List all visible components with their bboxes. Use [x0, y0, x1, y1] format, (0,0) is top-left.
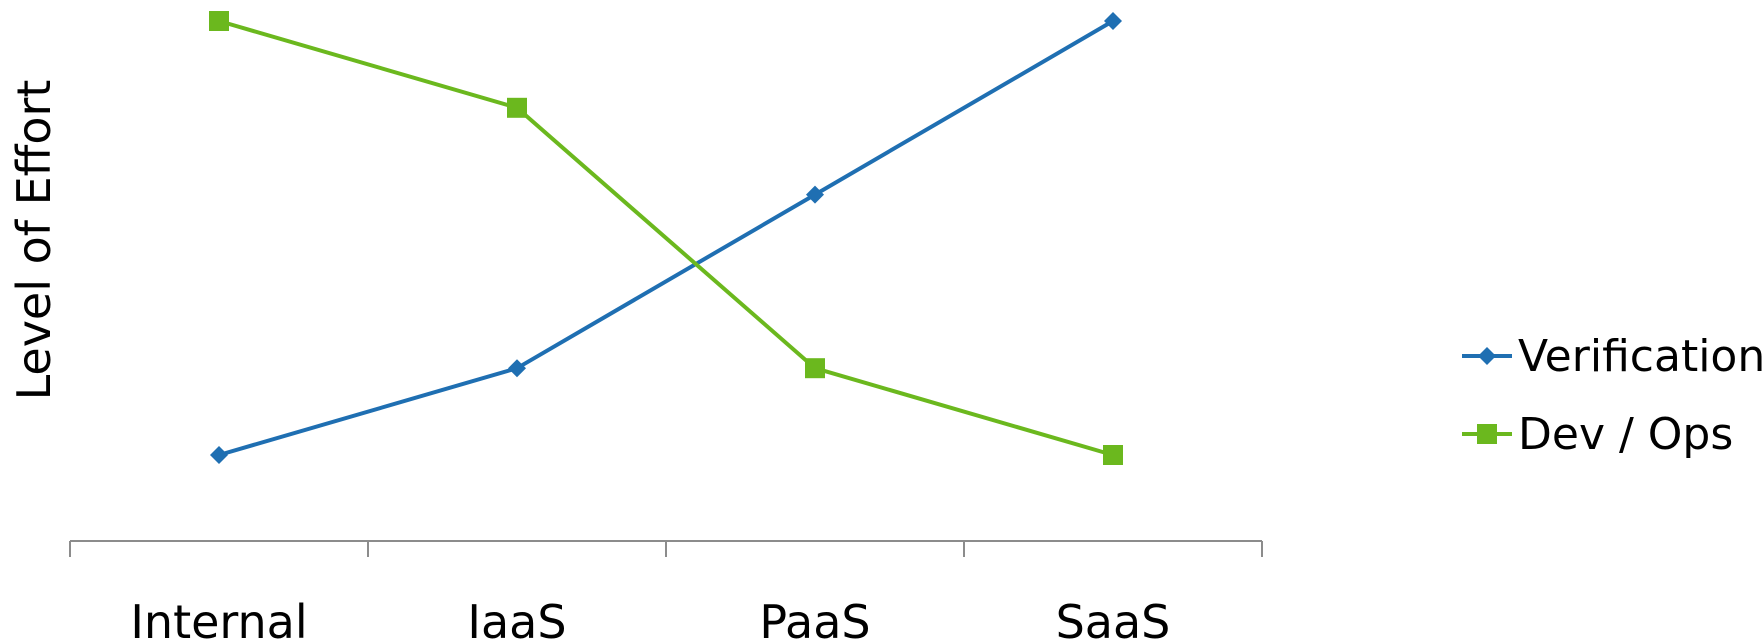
series-1-point [1104, 12, 1122, 30]
legend-label-2: Dev / Ops [1518, 409, 1733, 460]
series-2-point [507, 97, 527, 118]
x-tick-label: IaaS [467, 595, 566, 642]
legend: Verification Dev / Ops [1462, 331, 1764, 460]
legend-label-1: Verification [1518, 331, 1764, 382]
y-axis-title: Level of Effort [7, 80, 61, 401]
legend-marker-2 [1477, 424, 1497, 444]
series-1-point [508, 359, 526, 378]
series-2-point [1103, 445, 1123, 465]
x-tick-label: PaaS [759, 595, 870, 642]
series-1-point [806, 185, 824, 204]
series-line-1 [218, 19, 1115, 457]
series-2-point [805, 358, 825, 379]
series-line-2 [218, 19, 1114, 457]
legend-marker-1 [1478, 347, 1496, 365]
series-2-point [209, 11, 229, 31]
x-tick-label: Internal [130, 595, 307, 642]
x-axis: Internal IaaS PaaS SaaS [69, 540, 1263, 642]
series-1-point [210, 446, 228, 464]
plot-area [209, 11, 1123, 465]
x-tick-label: SaaS [1056, 595, 1171, 642]
